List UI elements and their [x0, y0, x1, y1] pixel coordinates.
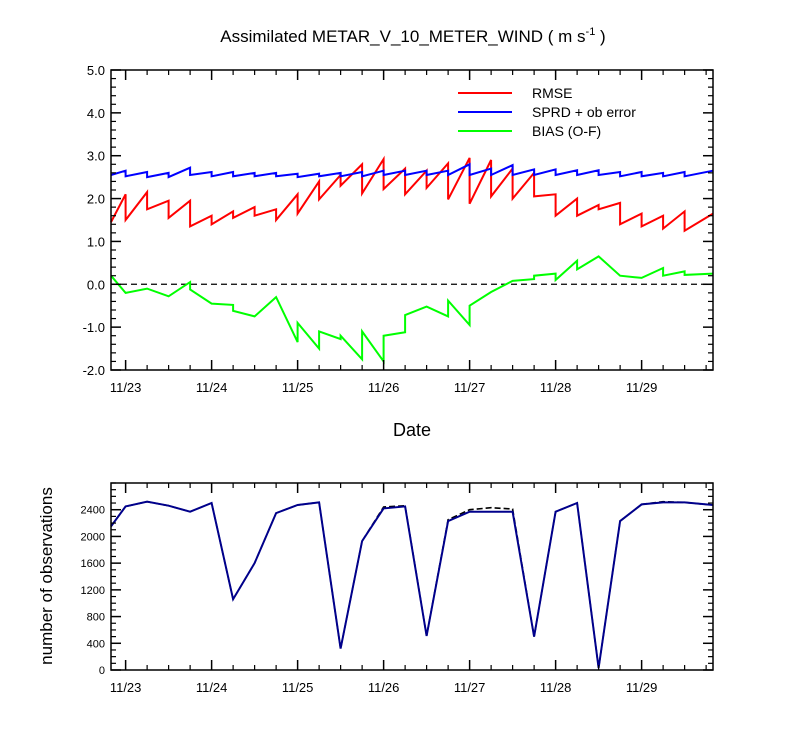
y-tick-label: 800: [87, 612, 105, 624]
x-tick-label: 11/25: [282, 680, 314, 695]
x-tick-label: 11/24: [196, 680, 228, 695]
x-tick-label: 11/26: [368, 680, 400, 695]
bottom-series-group: [110, 500, 714, 669]
x-tick-label: 11/29: [626, 380, 658, 395]
x-tick-label: 11/25: [282, 380, 314, 395]
series-line-sprd-ob-error: [110, 162, 714, 179]
bottom-plot-frame: [110, 482, 714, 671]
y-tick-label: 0.0: [87, 277, 105, 292]
y-axis-label-observations: number of observations: [37, 487, 56, 665]
x-tick-label: 11/27: [454, 680, 486, 695]
y-tick-label: 2400: [81, 505, 105, 517]
bottom-x-tick-labels: 11/23 11/24 11/25 11/26 11/27 11/28 11/29: [110, 680, 658, 695]
series-line-rmse: [110, 155, 714, 233]
top-y-tick-labels: 5.0 4.0 3.0 2.0 1.0 0.0 -1.0 -2.0: [83, 63, 105, 378]
x-tick-label: 11/23: [110, 380, 142, 395]
y-tick-label: 0: [99, 665, 105, 677]
y-tick-label: 1.0: [87, 234, 105, 249]
title-superscript: -1: [586, 26, 596, 38]
y-tick-label: 1600: [81, 558, 105, 570]
series-line-dashed-observations: [110, 500, 714, 669]
top-x-tick-labels: 11/23 11/24 11/25 11/26 11/27 11/28 11/29: [110, 380, 658, 395]
x-tick-label: 11/28: [540, 680, 572, 695]
legend-label-rmse: RMSE: [532, 85, 572, 101]
legend: RMSE SPRD + ob error BIAS (O-F): [458, 85, 636, 139]
y-tick-label: 2.0: [87, 192, 105, 207]
top-series-group: [110, 155, 714, 365]
x-tick-label: 11/28: [540, 380, 572, 395]
x-tick-label: 11/23: [110, 680, 142, 695]
y-tick-label: 1200: [81, 585, 105, 597]
title-suffix: ): [595, 27, 605, 46]
x-tick-label: 11/29: [626, 680, 658, 695]
top-chart-panel: RMSE SPRD + ob error BIAS (O-F) 5.0 4.0 3.0 2…: [83, 63, 714, 395]
x-axis-label: Date: [393, 420, 431, 440]
y-tick-label: 400: [87, 638, 105, 650]
top-tick-marks: [111, 69, 713, 371]
y-tick-label: -2.0: [83, 363, 105, 378]
y-tick-label: -1.0: [83, 320, 105, 335]
bottom-y-tick-labels: 2400 2000 1600 1200 800 400 0: [81, 505, 105, 677]
y-tick-label: 4.0: [87, 106, 105, 121]
legend-label-sprd-ob-error: SPRD + ob error: [532, 104, 636, 120]
y-tick-label: 3.0: [87, 149, 105, 164]
series-line-solid-observations: [110, 500, 714, 669]
series-line-bias-o-f: [110, 255, 714, 365]
x-tick-label: 11/24: [196, 380, 228, 395]
y-tick-label: 5.0: [87, 63, 105, 78]
top-plot-frame: [110, 69, 714, 371]
x-tick-label: 11/27: [454, 380, 486, 395]
chart-title: Assimilated METAR_V_10_METER_WIND ( m s-…: [220, 26, 605, 46]
x-tick-label: 11/26: [368, 380, 400, 395]
y-tick-label: 2000: [81, 531, 105, 543]
bottom-tick-marks: [111, 482, 713, 671]
legend-label-bias-o-f: BIAS (O-F): [532, 123, 601, 139]
